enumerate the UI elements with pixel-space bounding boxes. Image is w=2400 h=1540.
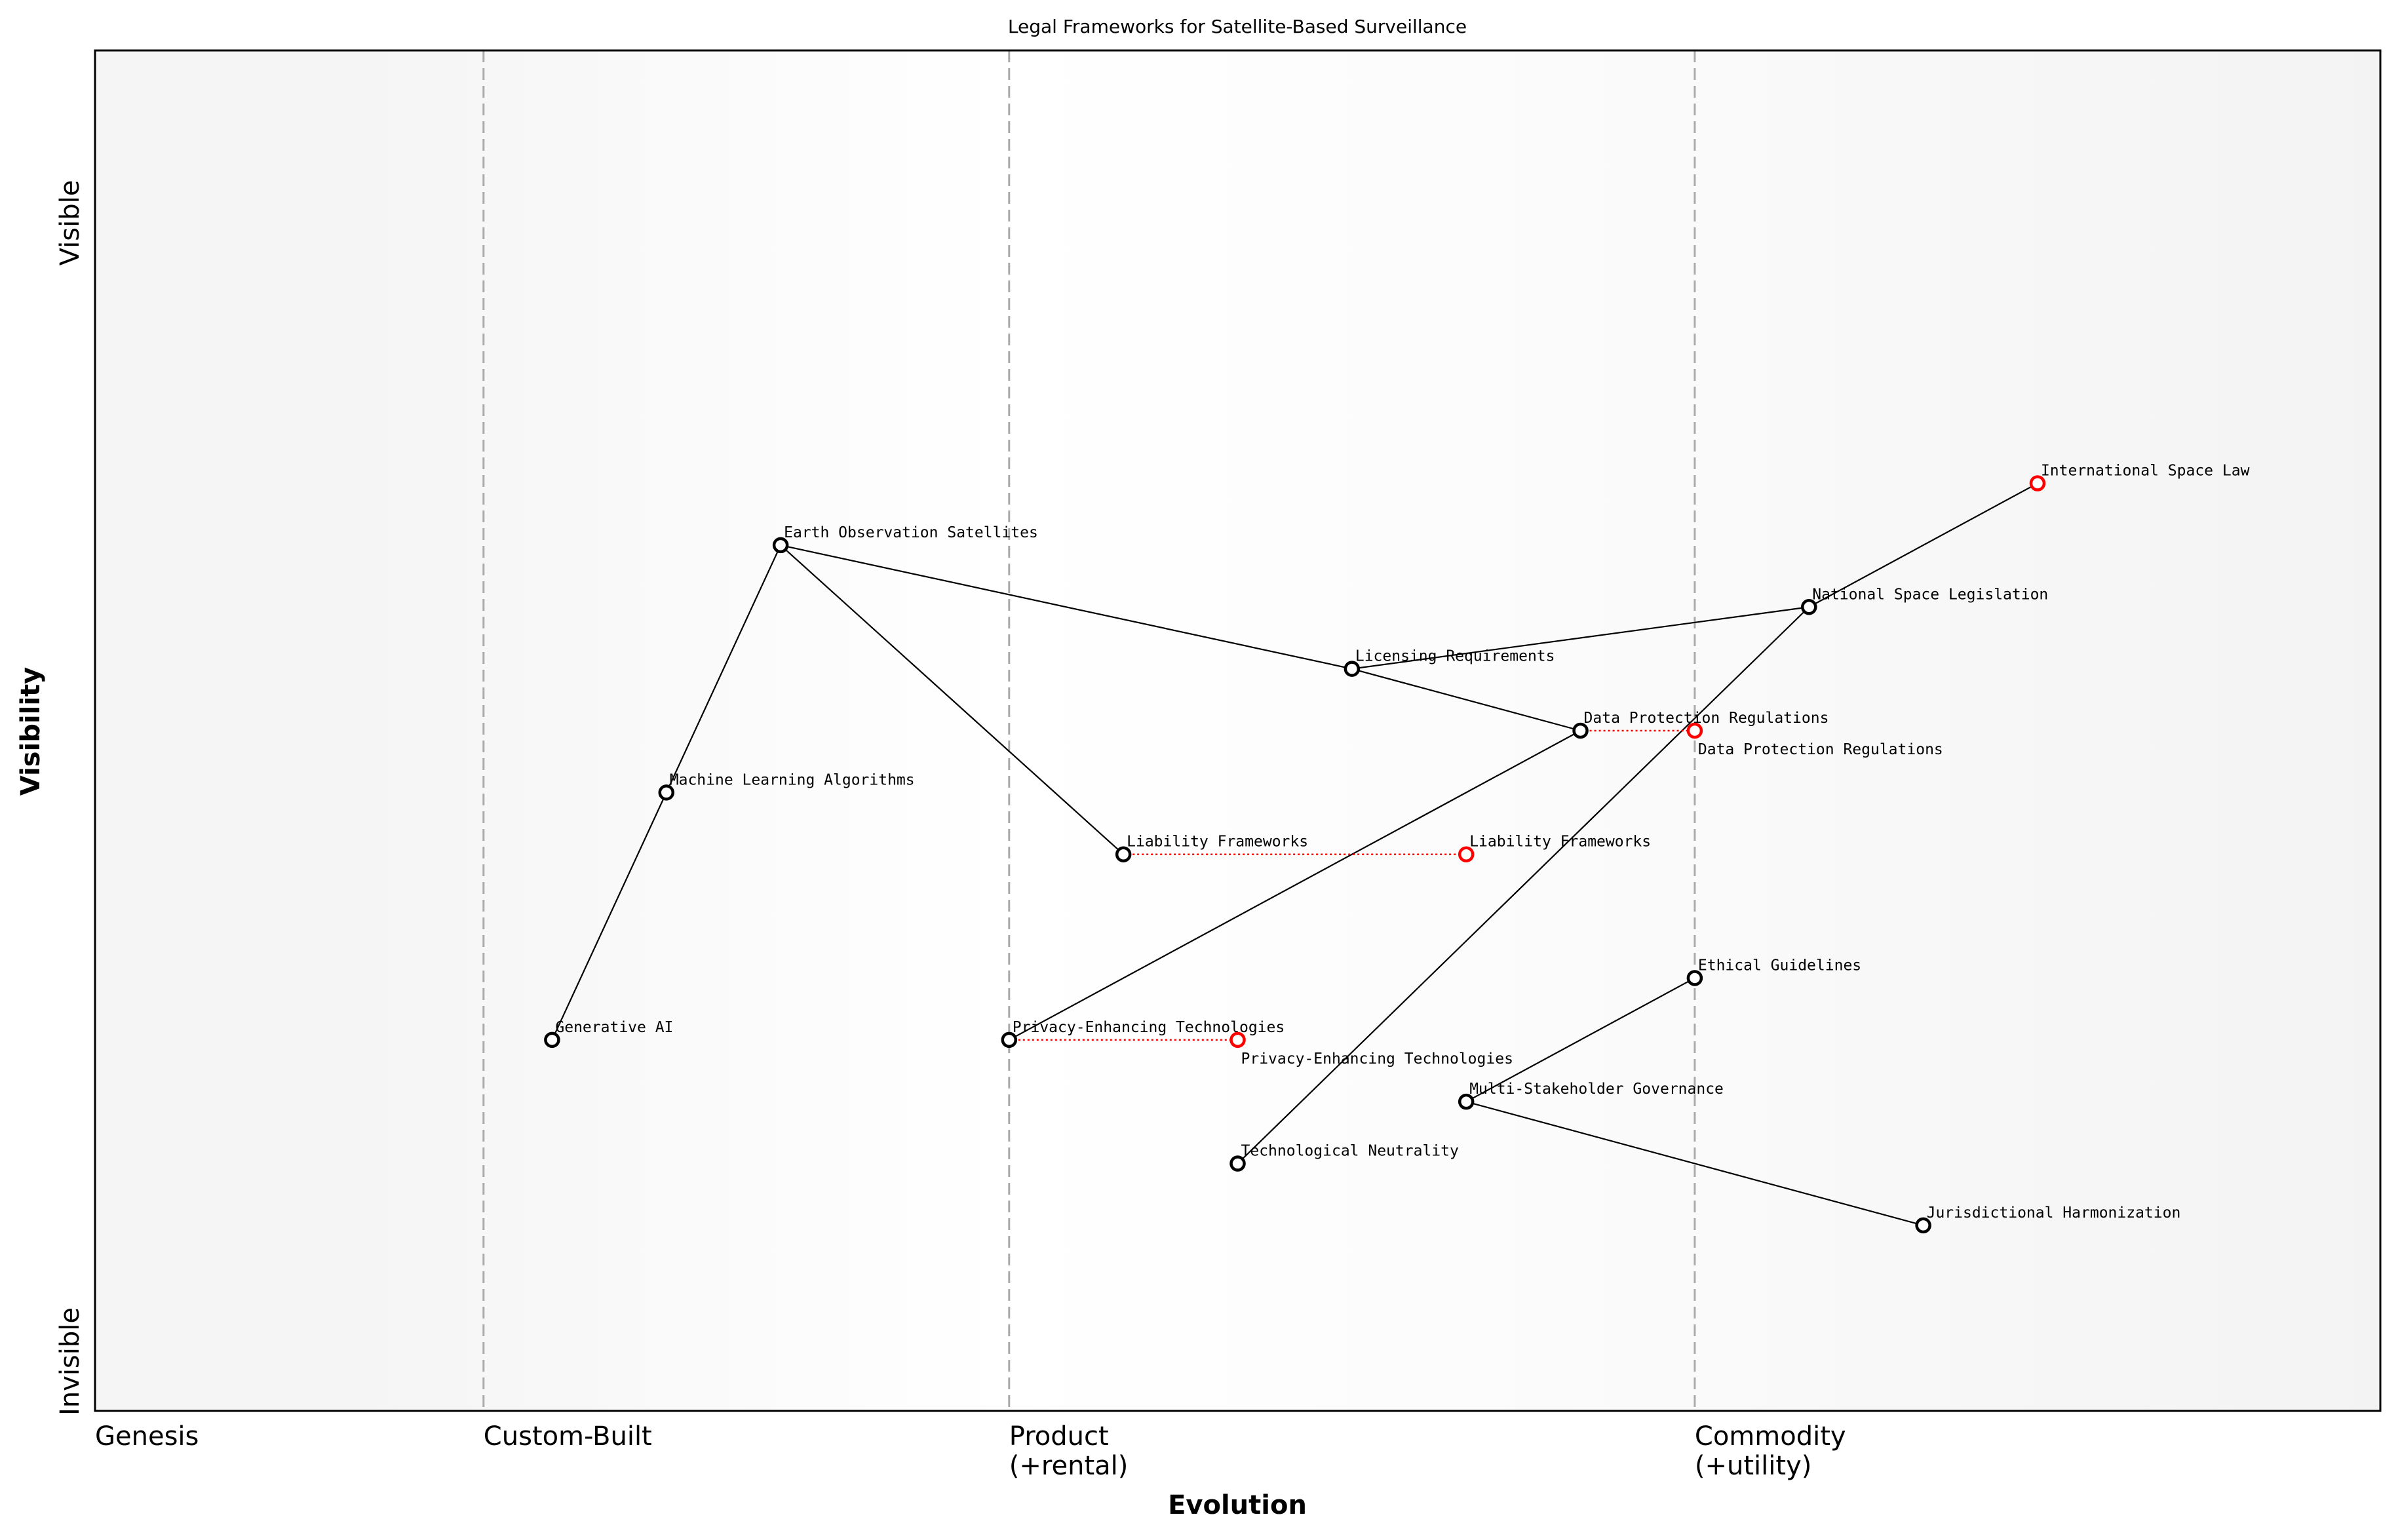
- component-label: International Space Law: [2041, 463, 2250, 480]
- evolved-label: Liability Frameworks: [1469, 834, 1651, 851]
- component-label: Technological Neutrality: [1241, 1143, 1459, 1160]
- evolution-arrows: [1009, 729, 1695, 1041]
- component-label: Earth Observation Satellites: [784, 524, 1038, 541]
- component-node[interactable]: [1115, 846, 1132, 862]
- component-node[interactable]: [1686, 970, 1703, 986]
- component-node[interactable]: [1458, 1093, 1475, 1110]
- nodes: Generative AI Machine Learning Algorithms…: [544, 463, 2250, 1234]
- component-node[interactable]: [1344, 661, 1361, 677]
- component-label: Multi-Stakeholder Governance: [1469, 1081, 1724, 1098]
- stage-label: Custom-Built: [484, 1421, 652, 1452]
- stage-labels: Genesis Custom-Built Product(+rental) Commo…: [95, 1421, 1846, 1481]
- evolved-label: Privacy-Enhancing Technologies: [1241, 1050, 1513, 1068]
- component-node[interactable]: [1001, 1031, 1018, 1049]
- stage-sublabel: (+rental): [1009, 1451, 1129, 1481]
- component-node[interactable]: [544, 1031, 560, 1049]
- evolved-label: Data Protection Regulations: [1698, 741, 1943, 758]
- y-tick-visible: Visible: [55, 180, 85, 266]
- evolved-node[interactable]: [1458, 846, 1475, 862]
- component-node[interactable]: [658, 784, 674, 801]
- component-label: Licensing Requirements: [1355, 648, 1555, 665]
- component-node[interactable]: [1229, 1155, 1246, 1172]
- component-node[interactable]: [1915, 1217, 1931, 1234]
- link-line: [780, 545, 1124, 855]
- component-label: Jurisdictional Harmonization: [1927, 1204, 2181, 1222]
- evolved-node[interactable]: [1229, 1031, 1246, 1049]
- chart-title: Legal Frameworks for Satellite-Based Sur…: [1008, 16, 1467, 37]
- evolved-node[interactable]: [1686, 722, 1703, 739]
- component-label: Generative AI: [555, 1019, 673, 1036]
- component-node[interactable]: [1572, 722, 1589, 739]
- component-node[interactable]: [2029, 475, 2046, 491]
- component-label: Data Protection Regulations: [1584, 710, 1829, 727]
- component-label: Ethical Guidelines: [1698, 957, 1861, 974]
- component-node[interactable]: [772, 537, 789, 554]
- component-label: Machine Learning Algorithms: [670, 771, 915, 788]
- y-tick-invisible: Invisible: [55, 1307, 85, 1415]
- link-line: [1465, 1101, 1924, 1226]
- stage-label: Commodity: [1695, 1421, 1846, 1452]
- component-node[interactable]: [1801, 599, 1817, 615]
- link-line: [1237, 606, 1810, 1165]
- component-label: National Space Legislation: [1812, 586, 2048, 603]
- link-line: [551, 792, 667, 1041]
- link-line: [780, 544, 1353, 670]
- link-line: [1351, 606, 1810, 670]
- component-label: Liability Frameworks: [1127, 834, 1308, 851]
- x-axis-label: Evolution: [1168, 1490, 1307, 1520]
- plot-background: [95, 50, 2380, 1411]
- link-line: [1808, 482, 2038, 608]
- link-line: [1351, 668, 1581, 732]
- stage-label: Genesis: [95, 1421, 199, 1452]
- plot-frame: [94, 49, 2382, 1412]
- component-label: Privacy-Enhancing Technologies: [1013, 1019, 1285, 1036]
- stage-sublabel: (+utility): [1695, 1451, 1811, 1481]
- link-line: [1009, 730, 1581, 1041]
- link-line: [665, 545, 782, 793]
- link-line: [1465, 977, 1695, 1103]
- y-axis-label: Visibility: [16, 667, 46, 796]
- stage-label: Product: [1009, 1421, 1109, 1452]
- links: [551, 482, 2038, 1226]
